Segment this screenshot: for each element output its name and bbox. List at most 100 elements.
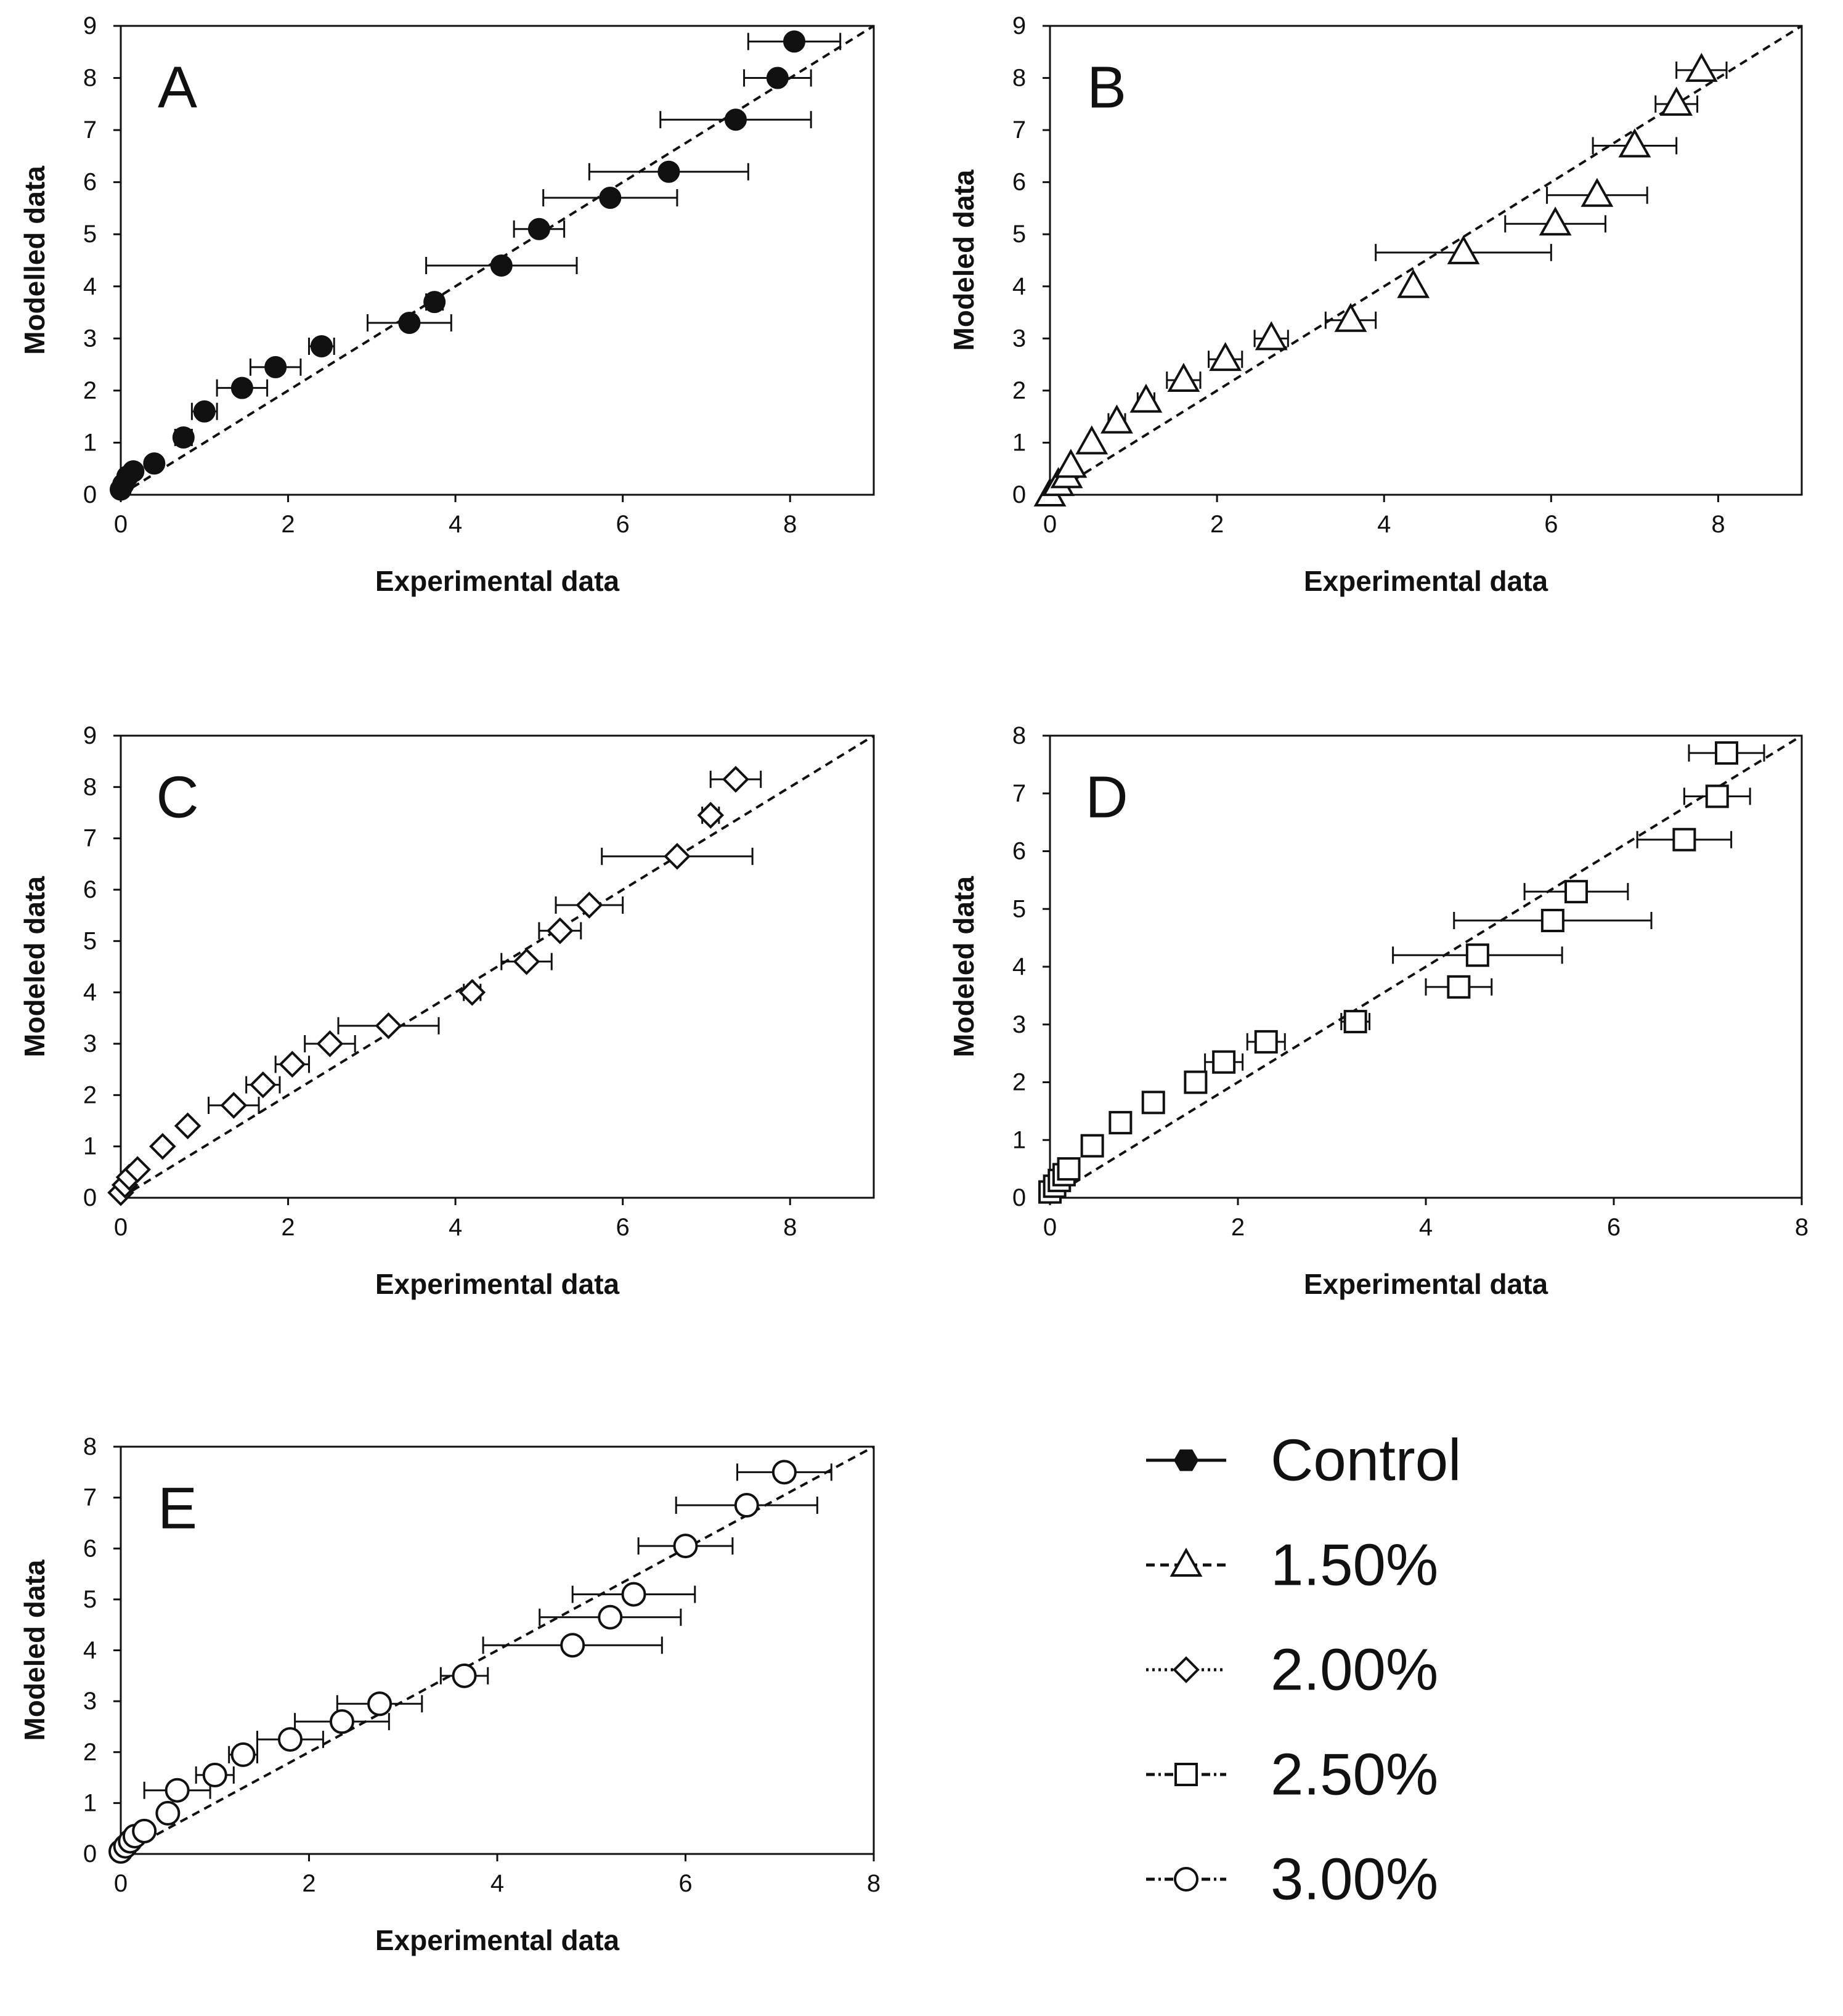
legend: Control 1.50% 2.00% 2.50% 3.00% [1146,1428,1461,1912]
y-tick-label: 5 [1012,221,1026,248]
legend-label: Control [1271,1428,1461,1494]
data-point [1447,235,1480,264]
y-tick-label: 6 [83,1535,97,1562]
reference-line [120,734,875,1199]
data-point [1109,1111,1133,1135]
y-tick-label: 6 [1012,838,1026,865]
x-tick-label: 2 [1210,511,1224,538]
y-tick-label: 3 [1012,1011,1026,1038]
y-tick-label: 4 [83,1637,97,1664]
x-tick-label: 2 [302,1870,315,1897]
data-point [598,1604,623,1630]
data-point [1618,128,1651,158]
y-tick-label: 1 [1012,1126,1026,1153]
x-tick-label: 4 [449,1214,462,1241]
y-axis-title: Modelled data [18,166,51,355]
x-tick-label: 8 [1795,1214,1808,1241]
chart-panel-a: 0 1 2 3 4 5 6 7 8 9 0 2 4 6 8 Experimental data Modelled… [18,12,875,597]
chart-panel-c: 0 1 2 3 4 5 6 7 8 9 0 2 4 6 8 Experimental data Modeled … [18,722,875,1300]
data-point [316,1030,344,1057]
panel-label: C [156,765,198,831]
data-point [122,460,145,482]
reference-line [1049,734,1803,1199]
y-tick-label: 9 [83,722,97,749]
data-point [1075,425,1109,455]
x-tick-label: 6 [616,1214,630,1241]
legend-label: 1.50% [1271,1532,1438,1598]
y-tick-label: 9 [1012,12,1026,39]
y-axis-title: Modeled data [948,876,980,1057]
chart-panel-b: 0 1 2 3 4 5 6 7 8 9 0 2 4 6 8 Experimental data Modeled … [948,12,1803,597]
data-point [124,1156,151,1183]
chart-panel-d: 0 1 2 3 4 5 6 7 8 0 2 4 6 8 Experimental data Modeled d… [948,722,1808,1300]
x-tick-label: 6 [616,511,630,538]
data-point [1705,784,1729,808]
legend-marker [1173,1449,1199,1471]
y-tick-label: 2 [1012,377,1026,404]
data-point [279,1051,306,1078]
legend-marker [1173,1656,1200,1683]
x-tick-label: 0 [114,1870,128,1897]
y-axis-title: Modeled data [18,1559,51,1741]
data-point [527,217,550,240]
data-point [722,766,749,793]
y-tick-label: 7 [83,825,97,852]
y-tick-label: 6 [83,876,97,903]
data-point [1539,206,1572,236]
x-tick-label: 4 [490,1870,504,1897]
data-point [220,1092,248,1119]
legend-marker [1174,1867,1198,1892]
y-tick-label: 5 [83,221,97,248]
data-point [172,426,195,449]
x-tick-label: 2 [281,511,295,538]
data-point [1057,1157,1081,1181]
data-point [1212,1050,1236,1074]
y-tick-label: 0 [1012,1184,1026,1211]
y-tick-label: 8 [83,1433,97,1460]
y-tick-label: 4 [83,979,97,1006]
data-point [560,1633,585,1658]
y-tick-label: 3 [1012,325,1026,352]
data-point [375,1012,402,1039]
data-point [1209,342,1242,372]
data-point [734,1493,759,1518]
x-tick-label: 6 [678,1870,692,1897]
y-tick-label: 8 [83,65,97,92]
data-point [621,1582,646,1607]
data-point [1255,321,1288,351]
x-tick-label: 2 [281,1214,295,1241]
x-axis-title: Experimental data [1304,565,1548,597]
reference-line [1049,25,1803,496]
panel-label: E [158,1476,197,1542]
y-tick-label: 2 [1012,1069,1026,1096]
plot-area [1049,25,1803,496]
data-point [783,30,806,53]
panel-label: A [158,55,197,121]
x-tick-label: 8 [783,511,797,538]
y-tick-label: 2 [83,1081,97,1108]
y-tick-label: 7 [1012,116,1026,144]
data-point [576,892,603,919]
data-point [1184,1070,1208,1094]
y-tick-label: 7 [83,116,97,144]
data-point [1564,880,1588,904]
y-tick-label: 5 [1012,895,1026,922]
data-point [230,1742,256,1767]
y-tick-label: 5 [83,927,97,954]
y-tick-label: 0 [83,1184,97,1211]
data-point [398,311,421,334]
data-point [1715,741,1738,765]
x-tick-label: 4 [1377,511,1391,538]
data-point [423,291,446,314]
data-point [1343,1010,1367,1034]
y-tick-label: 9 [83,12,97,39]
y-axis-title: Modeled data [18,876,51,1057]
y-tick-label: 0 [83,1840,97,1868]
data-point [329,1709,354,1734]
data-point [1167,362,1200,392]
x-axis-title: Experimental data [375,1924,620,1956]
y-tick-label: 1 [1012,429,1026,456]
y-tick-label: 4 [1012,953,1026,980]
chart-panel-e: 0 1 2 3 4 5 6 7 8 0 2 4 6 8 Experimental data Modeled d… [18,1433,881,1956]
reference-line [120,25,875,496]
